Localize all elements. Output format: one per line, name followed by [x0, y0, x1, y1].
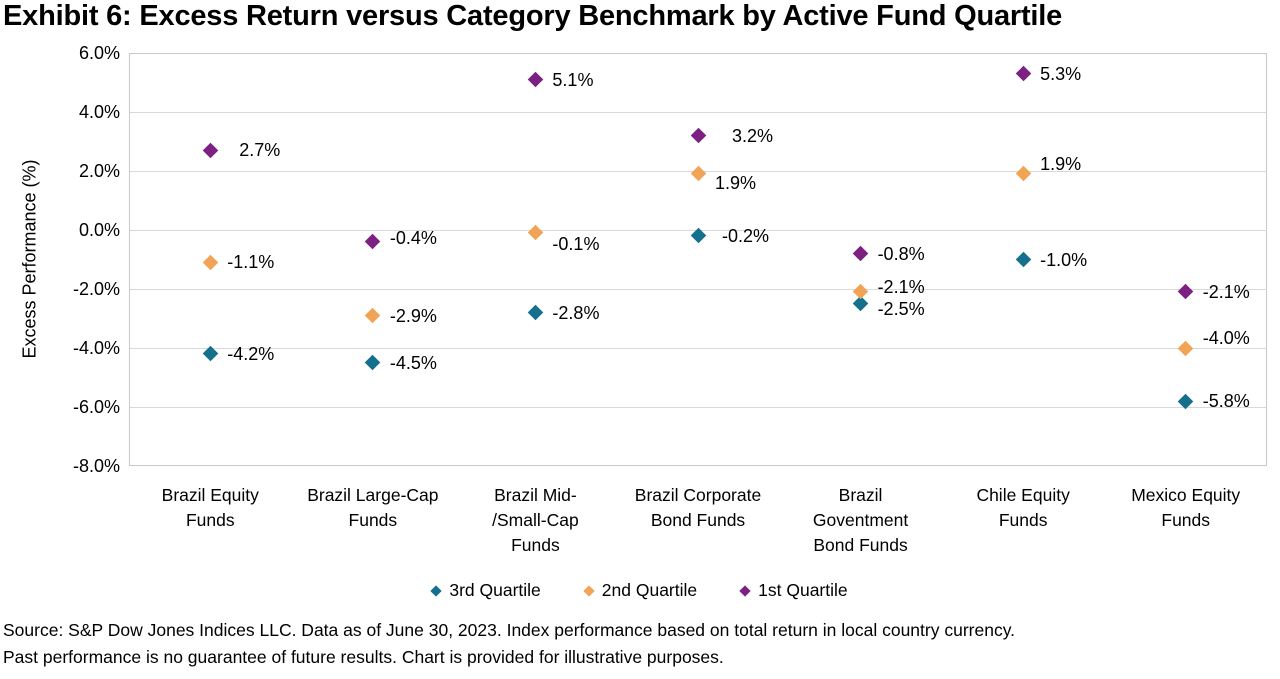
y-tick-label: -2.0%	[72, 279, 120, 299]
legend-diamond-icon	[430, 584, 443, 597]
data-point-label: -4.2%	[227, 343, 275, 364]
y-tick-label: -8.0%	[72, 456, 120, 476]
data-point-label: -2.8%	[552, 302, 600, 323]
legend-item: 2nd Quartile	[583, 580, 698, 601]
x-axis-category-label: Brazil Large-Cap Funds	[307, 485, 439, 530]
legend-item-label: 2nd Quartile	[601, 580, 698, 600]
data-point-label: -2.9%	[389, 305, 437, 326]
gridline	[130, 407, 1266, 408]
data-point-label: -2.1%	[877, 276, 925, 297]
x-axis-category-label: Brazil Mid- /Small-Cap Funds	[492, 485, 579, 555]
data-point-label: -0.8%	[877, 243, 925, 264]
data-point-label: -2.5%	[877, 298, 925, 319]
data-point-label: -4.0%	[1202, 328, 1250, 348]
gridline	[130, 348, 1266, 349]
data-point-label: -1.1%	[227, 252, 275, 273]
data-point-label: 2.7%	[239, 140, 281, 161]
data-point-label: 5.1%	[552, 69, 594, 90]
legend: 3rd Quartile 2nd Quartile 1st Quartile	[0, 580, 1280, 601]
x-axis-category-label: Brazil Equity Funds	[161, 485, 259, 530]
y-tick-label: -6.0%	[72, 397, 120, 417]
data-point-label: 1.9%	[1040, 153, 1082, 174]
chart-title: Exhibit 6: Excess Return versus Category…	[3, 0, 1063, 32]
data-point-label: -0.2%	[722, 225, 770, 246]
data-point-label: -0.1%	[552, 233, 600, 254]
y-tick-label: 2.0%	[78, 161, 120, 181]
source-note-line1: Source: S&P Dow Jones Indices LLC. Data …	[3, 620, 1016, 640]
data-point-label: -2.1%	[1202, 281, 1250, 302]
gridline	[130, 289, 1266, 290]
source-note-line2: Past performance is no guarantee of futu…	[3, 646, 724, 667]
data-point-label: -1.0%	[1040, 249, 1088, 270]
legend-item: 1st Quartile	[739, 580, 848, 601]
y-tick-label: 0.0%	[78, 220, 120, 240]
legend-item: 3rd Quartile	[430, 580, 541, 601]
y-tick-label: 6.0%	[78, 43, 120, 63]
y-axis-title: Excess Performance (%)	[19, 159, 40, 359]
data-point-label: 1.9%	[715, 172, 757, 193]
x-axis-category-label: Chile Equity Funds	[976, 485, 1070, 530]
plot-area	[129, 53, 1267, 466]
legend-item-label: 3rd Quartile	[449, 580, 541, 600]
data-point-label: 3.2%	[732, 125, 774, 146]
source-note: Source: S&P Dow Jones Indices LLC. Data …	[3, 617, 1015, 670]
legend-diamond-icon	[583, 584, 595, 597]
data-point-label: -0.4%	[389, 227, 437, 248]
data-point-label: -4.5%	[389, 352, 437, 373]
y-tick-label: -4.0%	[72, 338, 120, 358]
data-point-label: 5.3%	[1040, 63, 1082, 84]
x-axis-category-label: Mexico Equity Funds	[1131, 485, 1241, 530]
legend-item-label: 1st Quartile	[758, 580, 848, 600]
y-tick-label: 4.0%	[78, 102, 120, 122]
x-axis-category-label: Brazil Corporate Bond Funds	[634, 485, 762, 530]
x-axis-category-label: Brazil Goventment Bond Funds	[812, 485, 909, 555]
data-point-label: -5.8%	[1202, 391, 1250, 412]
gridline	[130, 112, 1266, 113]
legend-diamond-icon	[739, 584, 751, 597]
